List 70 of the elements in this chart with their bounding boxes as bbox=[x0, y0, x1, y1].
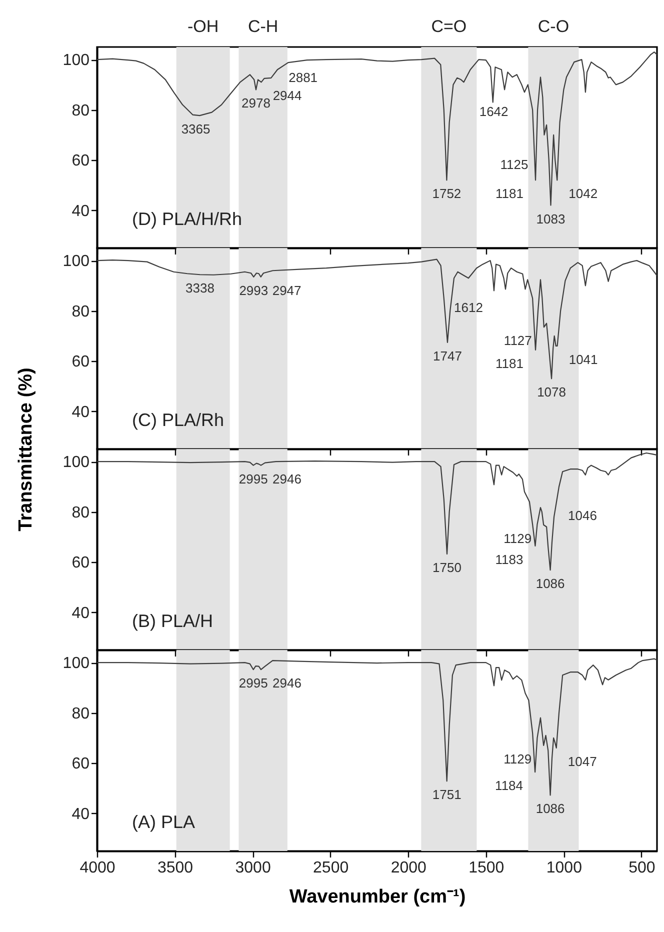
y-tick-label: 80 bbox=[72, 504, 90, 522]
annotation: 2946 bbox=[272, 471, 302, 486]
line-series bbox=[97, 452, 657, 571]
annotation: 1752 bbox=[432, 186, 462, 202]
x-tick-label: 1000 bbox=[546, 860, 582, 876]
annotation: 1181 bbox=[496, 186, 524, 202]
band-label: C-H bbox=[248, 17, 278, 36]
annotation: 1181 bbox=[496, 356, 524, 372]
band-label: -OH bbox=[188, 17, 219, 36]
band-label: C-O bbox=[538, 17, 570, 36]
y-tick-label: 60 bbox=[72, 354, 90, 371]
annotation: 1129 bbox=[504, 530, 532, 546]
annotation: (A) PLA bbox=[132, 812, 196, 832]
annotation: 1642 bbox=[479, 104, 508, 120]
annotation: 1086 bbox=[536, 801, 565, 816]
y-tick-label: 60 bbox=[72, 152, 90, 170]
y-tick-label: 40 bbox=[72, 202, 90, 220]
y-tick-label: 100 bbox=[62, 655, 90, 672]
y-tick-label: 40 bbox=[72, 604, 90, 622]
annotation: 1125 bbox=[500, 156, 528, 172]
x-tick-label: 1500 bbox=[468, 860, 504, 876]
annotation: 1042 bbox=[568, 186, 598, 202]
annotation: (B) PLA/H bbox=[132, 611, 214, 631]
annotation: (C) PLA/Rh bbox=[132, 410, 224, 430]
annotation: 1127 bbox=[504, 333, 532, 348]
annotation: 1184 bbox=[495, 778, 524, 794]
y-tick-label: 40 bbox=[72, 806, 90, 823]
annotation: 1129 bbox=[504, 751, 532, 766]
annotation: 2993 bbox=[239, 282, 268, 298]
line-series bbox=[97, 51, 657, 206]
annotation: 2947 bbox=[272, 282, 302, 298]
annotation: 1612 bbox=[454, 300, 483, 316]
y-tick-label: 100 bbox=[62, 253, 90, 270]
y-tick-label: 60 bbox=[72, 756, 90, 773]
annotation: 2995 bbox=[238, 676, 268, 691]
x-tick-label: 2000 bbox=[390, 860, 427, 876]
x-tick-label: 3000 bbox=[235, 860, 271, 876]
annotation: 1751 bbox=[432, 787, 462, 802]
x-tick-label: 2500 bbox=[313, 860, 349, 876]
annotation: 3338 bbox=[186, 280, 214, 296]
y-tick-label: 40 bbox=[72, 404, 90, 421]
annotation: 2881 bbox=[288, 70, 318, 85]
line-series bbox=[97, 258, 657, 380]
x-tick-label: 500 bbox=[628, 860, 656, 876]
y-tick-label: 80 bbox=[72, 705, 90, 722]
y-tick-label: 100 bbox=[62, 454, 90, 472]
y-tick-label: 80 bbox=[72, 303, 90, 320]
x-axis-title: Wavenumber (cm⁻¹) bbox=[289, 886, 466, 908]
annotation: 1041 bbox=[568, 352, 598, 367]
annotation: 1183 bbox=[495, 552, 524, 567]
annotation: (D) PLA/H/Rh bbox=[132, 209, 242, 229]
annotation: 2995 bbox=[238, 471, 268, 486]
y-axis-title: Transmittance (%) bbox=[16, 368, 36, 532]
annotation: 2978 bbox=[242, 96, 270, 111]
band-label: C=O bbox=[431, 17, 467, 36]
annotation: 1086 bbox=[536, 576, 565, 592]
annotation: 3365 bbox=[181, 122, 210, 137]
annotation: 1046 bbox=[568, 508, 597, 523]
x-tick-label: 3500 bbox=[157, 860, 194, 876]
y-tick-label: 100 bbox=[62, 52, 90, 70]
y-tick-label: 80 bbox=[72, 102, 90, 120]
annotation: 1078 bbox=[537, 384, 566, 400]
annotation: 1083 bbox=[536, 211, 566, 226]
annotation: 1747 bbox=[433, 348, 462, 364]
annotation: 2944 bbox=[272, 88, 302, 104]
y-tick-label: 60 bbox=[72, 554, 90, 572]
annotation: 1750 bbox=[432, 560, 462, 576]
x-tick-label: 4000 bbox=[80, 860, 116, 876]
annotation: 1047 bbox=[568, 754, 597, 769]
annotation: 2946 bbox=[272, 676, 302, 691]
